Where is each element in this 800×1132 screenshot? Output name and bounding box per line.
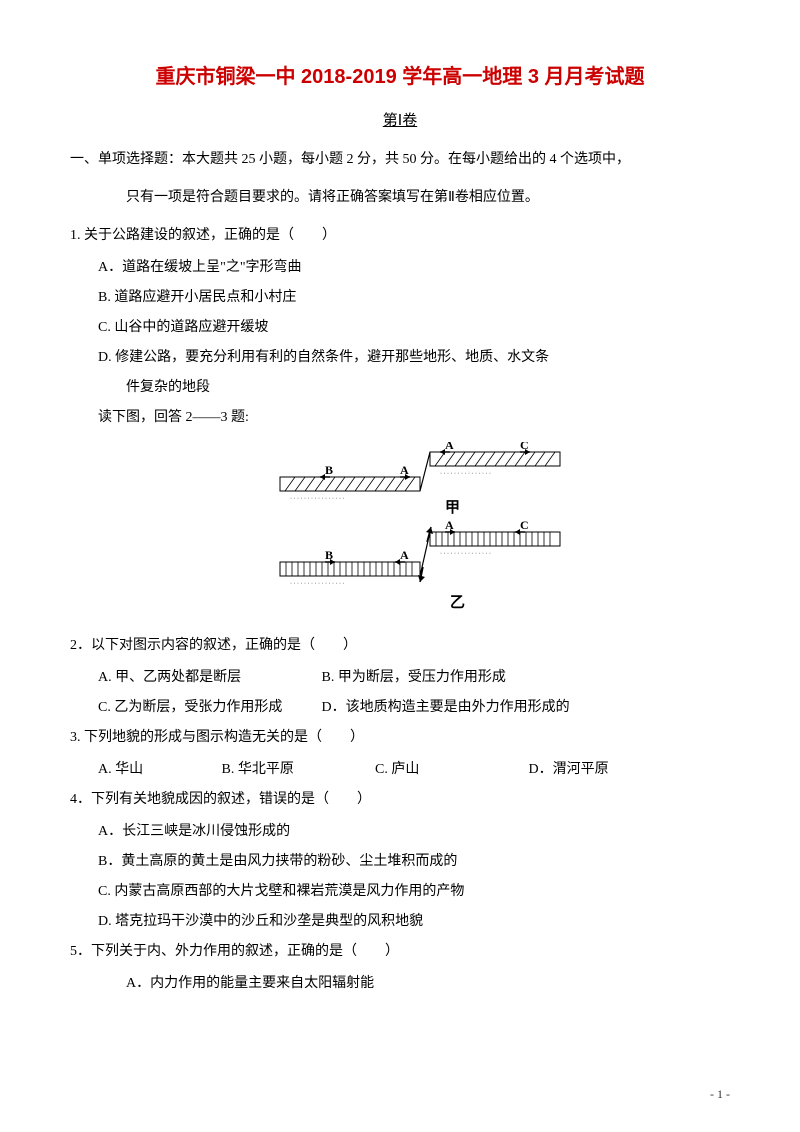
svg-text:A: A — [445, 442, 454, 452]
q4-option-c: C. 内蒙古高原西部的大片戈壁和裸岩荒漠是风力作用的产物 — [70, 878, 730, 906]
svg-text:· · · · · · · · · · · · · · ·: · · · · · · · · · · · · · · · · — [290, 581, 344, 587]
svg-text:B: B — [325, 548, 333, 562]
q1-option-d: D. 修建公路，要充分利用有利的自然条件，避开那些地形、地质、水文条 — [70, 344, 730, 372]
svg-text:A: A — [400, 548, 409, 562]
q4-option-b: B．黄土高原的黄土是由风力挟带的粉砂、尘土堆积而成的 — [70, 848, 730, 876]
q1-option-b: B. 道路应避开小居民点和小村庄 — [70, 284, 730, 312]
svg-text:甲: 甲 — [445, 499, 460, 516]
q2-options-row2: C. 乙为断层，受张力作用形成 D．该地质构造主要是由外力作用形成的 — [70, 694, 730, 722]
q5-option-a: A．内力作用的能量主要来自太阳辐射能 — [70, 970, 730, 998]
q2-options-row1: A. 甲、乙两处都是断层 B. 甲为断层，受压力作用形成 — [70, 664, 730, 692]
q4-stem: 4．下列有关地貌成因的叙述，错误的是（ ） — [70, 786, 730, 814]
svg-text:· · · · · · · · · · · · · · ·: · · · · · · · · · · · · · · · — [440, 551, 491, 557]
q1-stem: 1. 关于公路建设的叙述，正确的是（ ） — [70, 222, 730, 250]
q1-option-c: C. 山谷中的道路应避开缓坡 — [70, 314, 730, 342]
svg-text:A: A — [400, 463, 409, 477]
q4-option-d: D. 塔克拉玛干沙漠中的沙丘和沙垄是典型的风积地貌 — [70, 908, 730, 936]
jia-left-block: · · · · · · · · · · · · · · · · B A — [280, 463, 420, 502]
q3-stem: 3. 下列地貌的形成与图示构造无关的是（ ） — [70, 724, 730, 752]
q1-option-d-cont: 件复杂的地段 — [70, 374, 730, 402]
svg-text:· · · · · · · · · · · · · · ·: · · · · · · · · · · · · · · · · — [290, 496, 344, 502]
q1-option-a: A．道路在缓坡上呈"之"字形弯曲 — [70, 254, 730, 282]
q3-options: A. 华山 B. 华北平原 C. 庐山 D．渭河平原 — [70, 756, 730, 784]
q2-stem: 2．以下对图示内容的叙述，正确的是（ ） — [70, 632, 730, 660]
instruction-line-1: 一、单项选择题：本大题共 25 小题，每小题 2 分，共 50 分。在每小题给出… — [70, 146, 730, 174]
instruction-line-2: 只有一项是符合题目要求的。请将正确答案填写在第Ⅱ卷相应位置。 — [70, 184, 730, 212]
figure-reference: 读下图，回答 2——3 题: — [70, 404, 730, 432]
q4-option-a: A．长江三峡是冰川侵蚀形成的 — [70, 818, 730, 846]
geology-figure: · · · · · · · · · · · · · · · A C — [70, 442, 730, 622]
jia-right-block: · · · · · · · · · · · · · · · A C — [430, 442, 560, 477]
svg-text:A: A — [445, 518, 454, 532]
svg-text:乙: 乙 — [450, 595, 465, 611]
yi-left-block: · · · · · · · · · · · · · · · · B A — [280, 548, 420, 587]
q5-stem: 5．下列关于内、外力作用的叙述，正确的是（ ） — [70, 938, 730, 966]
yi-right-block: · · · · · · · · · · · · · · · A C — [430, 518, 560, 557]
svg-text:· · · · · · · · · · · · · · ·: · · · · · · · · · · · · · · · — [440, 471, 491, 477]
section-label: 第Ⅰ卷 — [70, 109, 730, 130]
svg-text:C: C — [520, 518, 529, 532]
exam-title: 重庆市铜梁一中 2018-2019 学年高一地理 3 月月考试题 — [70, 60, 730, 89]
page-number: - 1 - — [710, 1087, 730, 1102]
svg-text:B: B — [325, 463, 333, 477]
